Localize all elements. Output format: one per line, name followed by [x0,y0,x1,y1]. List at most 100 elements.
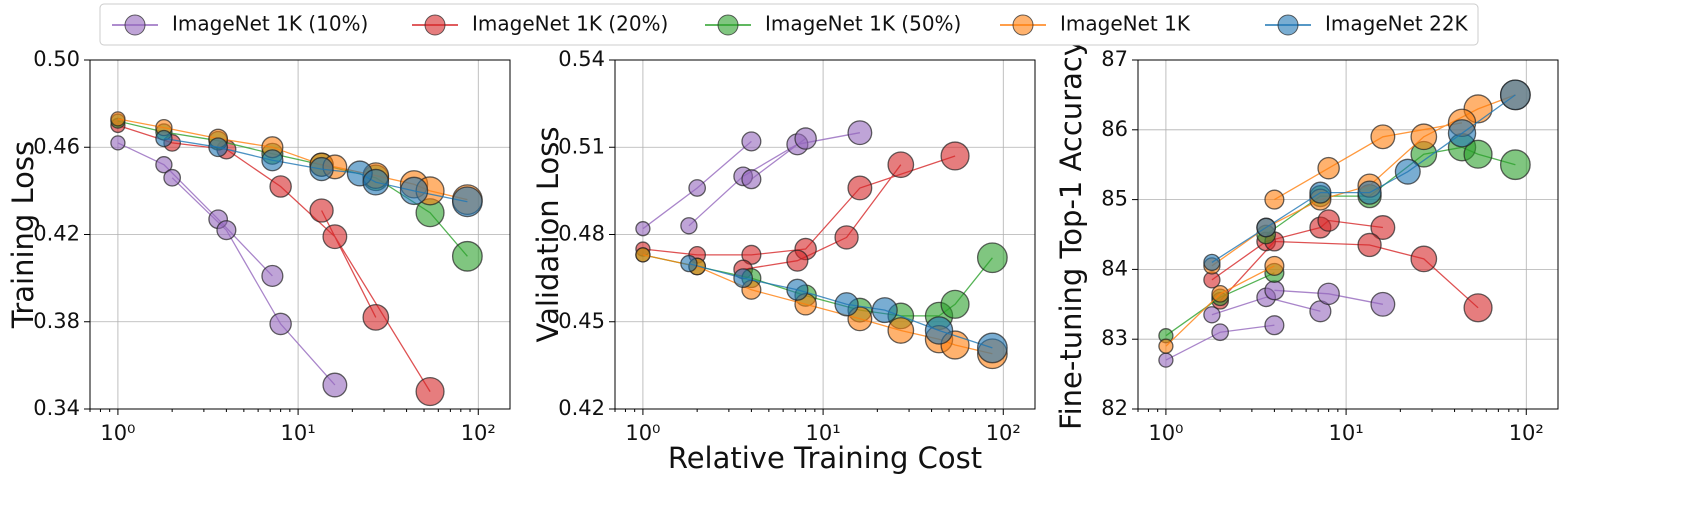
plot-frame [614,59,1036,410]
data-point [415,376,445,407]
data-point [1203,253,1221,272]
y-tick-label: 84 [1101,256,1128,280]
data-point [1158,338,1174,354]
data-point [1357,180,1382,205]
data-point [1463,293,1493,323]
y-tick-label: 0.45 [558,309,605,333]
data-point [1410,245,1438,273]
data-point [871,297,898,324]
data-point [794,127,817,150]
x-tick-label: 10¹ [806,421,841,445]
x-tick-label: 10¹ [281,421,316,445]
data-point [309,198,334,223]
data-point [110,111,126,127]
data-point [1370,291,1396,317]
data-point [261,149,284,172]
x-tick-label: 10² [461,421,496,445]
data-point [786,278,809,301]
data-point [887,317,915,344]
subplot: 10⁰ 10¹ 10² 0.42 0.45 0.48 0.51 0.54 Validation … [531,47,1036,475]
x-tick-label: 10⁰ [100,421,135,445]
series-line [117,142,336,386]
data-point [1317,156,1340,180]
y-tick-label: 0.50 [33,47,80,71]
subplot: 10⁰ 10¹ 10² 82 83 84 85 86 87 Fine-tuning Top-1 A… [1054,39,1559,445]
data-point [1410,123,1438,151]
data-point [680,254,698,273]
series-line [642,155,956,271]
data-point [940,289,970,319]
data-point [847,120,873,146]
y-tick-label: 0.42 [33,222,80,246]
data-point [1499,79,1531,111]
data-point [1370,124,1396,150]
data-point [399,176,429,206]
legend-marker [424,14,446,36]
legend-marker [1277,14,1299,36]
data-point [261,264,284,288]
data-point [635,247,651,263]
series-line [1211,219,1479,309]
legend-frame [99,3,1479,46]
data-point [1309,181,1332,204]
data-point [155,156,173,174]
y-tick-label: 0.48 [558,222,605,246]
y-tick-label: 82 [1101,396,1128,420]
data-point [1357,232,1382,258]
data-point [940,141,970,171]
x-tick-label: 10² [1509,421,1544,445]
legend-label: ImageNet 1K (10%) [172,12,368,36]
plot-frame [89,59,511,410]
data-point [269,312,292,336]
data-point [216,220,237,241]
data-point [1211,323,1230,342]
data-point [688,179,707,197]
data-point [976,242,1008,274]
y-tick-label: 0.54 [558,47,605,71]
data-point [322,372,348,398]
data-point [155,129,173,148]
y-tick-label: 0.38 [33,309,80,333]
data-point [1211,284,1230,303]
data-point [1370,215,1396,240]
data-point [887,151,915,179]
y-tick-label: 0.42 [558,396,605,420]
y-tick-label: 0.46 [33,134,80,158]
data-point [1256,217,1277,238]
data-point [924,316,954,345]
data-point [362,304,390,331]
y-tick-label: 83 [1101,326,1128,350]
legend-label: ImageNet 1K (50%) [765,12,961,36]
data-point [976,332,1008,364]
data-point [635,221,651,237]
y-tick-label: 85 [1101,187,1128,211]
data-point [1317,282,1340,306]
legend-marker [124,14,146,36]
data-point [1394,158,1421,185]
legend-label: ImageNet 1K [1060,12,1191,36]
subplot: 10⁰ 10¹ 10² 0.34 0.38 0.42 0.46 0.50 Training Lo… [6,47,511,445]
x-axis-label: Relative Training Cost [668,441,982,475]
data-point [309,156,334,182]
data-point [1264,315,1285,336]
plot-frame [1137,59,1559,410]
data-point [208,137,229,158]
y-axis-label: Fine-tuning Top-1 Accuracy [1054,39,1088,430]
y-axis-label: Training Loss [6,141,40,329]
data-point [741,169,762,190]
legend-label: ImageNet 22K [1325,12,1469,36]
y-tick-label: 87 [1101,47,1128,71]
data-point [834,225,859,250]
data-point [733,268,754,289]
data-point [680,217,698,235]
data-point [269,175,292,198]
data-point [1158,352,1174,368]
data-point [1264,280,1285,301]
data-point [322,224,348,250]
x-tick-label: 10⁰ [1148,421,1183,445]
data-point [834,292,859,317]
data-point [362,168,390,196]
x-tick-label: 10¹ [1329,421,1364,445]
